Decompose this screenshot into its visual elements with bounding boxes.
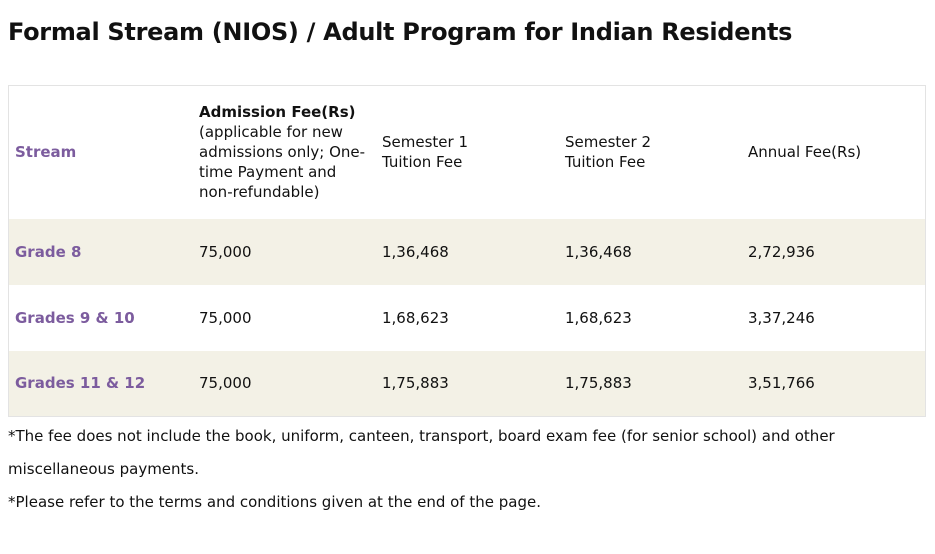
fee-cell: 2,72,936 — [748, 242, 815, 261]
fee-cell: 3,37,246 — [748, 308, 815, 327]
column-header-title: Admission Fee(Rs) — [199, 103, 356, 122]
fee-cell: 75,000 — [199, 374, 252, 393]
header-row: Stream Admission Fee(Rs) (applicable for… — [9, 86, 926, 219]
column-header: Stream — [15, 143, 77, 162]
fee-cell: 1,36,468 — [382, 242, 449, 261]
table-row: Grades 9 & 10 75,000 1,68,623 1,68,623 3,37,… — [9, 285, 926, 351]
table-body: Grade 8 75,000 1,36,468 1,36,468 2,72,936 Gra… — [8, 218, 926, 417]
fee-table: Stream Admission Fee(Rs) (applicable for… — [8, 85, 926, 417]
notes: *The fee does not include the book, unif… — [8, 420, 908, 519]
stream-cell: Grades 9 & 10 — [15, 308, 135, 327]
table-row: Grades 11 & 12 75,000 1,75,883 1,75,883 3,51… — [8, 350, 926, 417]
column-header-note: (applicable for new admissions only; One… — [199, 123, 366, 202]
column-header: Semester 2 Tuition Fee — [559, 86, 742, 219]
stream-cell: Grades 11 & 12 — [15, 374, 146, 393]
column-header: Annual Fee(Rs) — [748, 143, 862, 162]
column-header-title: Semester 2 Tuition Fee — [565, 133, 651, 172]
column-header-title: Semester 1 Tuition Fee — [382, 133, 468, 172]
fee-cell: 1,36,468 — [565, 242, 632, 261]
fee-cell: 75,000 — [199, 308, 252, 327]
fee-cell: 1,75,883 — [565, 374, 632, 393]
column-header: Admission Fee(Rs) (applicable for new ad… — [193, 86, 376, 219]
column-header: Semester 1 Tuition Fee — [376, 86, 559, 219]
table-row: Grade 8 75,000 1,36,468 1,36,468 2,72,936 — [8, 218, 926, 285]
fee-cell: 1,75,883 — [382, 374, 449, 393]
note: *Please refer to the terms and condition… — [8, 493, 541, 511]
note: *The fee does not include the book, unif… — [8, 427, 835, 478]
stream-cell: Grade 8 — [15, 242, 82, 261]
fee-cell: 1,68,623 — [382, 308, 449, 327]
page-title: Formal Stream (NIOS) / Adult Program for… — [8, 18, 793, 46]
fee-cell: 3,51,766 — [748, 374, 815, 393]
fee-cell: 75,000 — [199, 242, 252, 261]
fee-cell: 1,68,623 — [565, 308, 632, 327]
